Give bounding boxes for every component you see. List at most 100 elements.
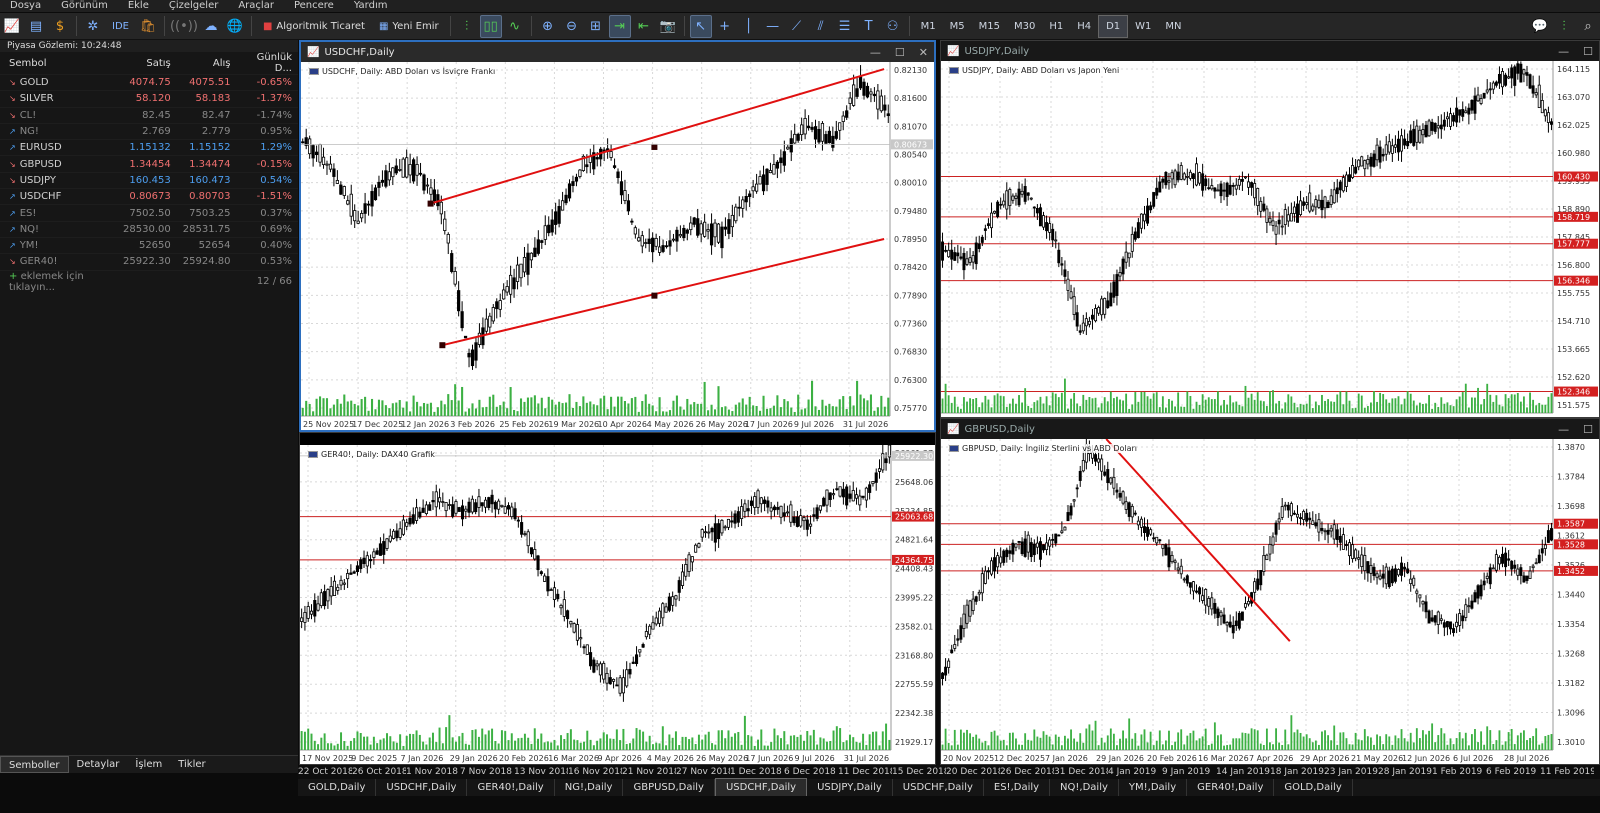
ide-button[interactable]: IDE [106, 15, 135, 38]
maximize-icon[interactable]: ☐ [1583, 44, 1593, 58]
maximize-icon[interactable]: ☐ [894, 45, 905, 59]
window-titlebar-gbpusd[interactable]: 📈 GBPUSD,Daily — ☐ [941, 419, 1599, 439]
market-watch-row-nq[interactable]: ↗ NQ! 28530.00 28531.75 0.69% [0, 220, 298, 238]
notifications-icon[interactable]: 💬 [1531, 18, 1549, 34]
market-watch-row-silver[interactable]: ↘ SILVER 58.120 58.183 -1.37% [0, 90, 298, 108]
timeframe-mn[interactable]: MN [1165, 20, 1182, 32]
market-watch-row-ger40[interactable]: ↘ GER40! 25922.30 25924.80 0.53% [0, 253, 298, 271]
vertical-line-icon[interactable]: │ [744, 18, 753, 34]
window-tab[interactable]: USDJPY,Daily [807, 779, 893, 796]
market-watch-row-gold[interactable]: ↘ GOLD 4074.75 4075.51 -0.65% [0, 73, 298, 91]
window-tab[interactable]: USDCHF,Daily [893, 779, 984, 796]
timeframe-m1[interactable]: M1 [920, 20, 936, 32]
new-order-button[interactable]: ▦ Yeni Emir [373, 15, 445, 38]
window-tab[interactable]: NQ!,Daily [1050, 779, 1119, 796]
text-icon[interactable]: T [864, 18, 873, 34]
zoom-in-icon[interactable]: ⊕ [542, 18, 554, 34]
line-chart-icon[interactable]: ∿ [509, 18, 521, 34]
window-tab[interactable]: GOLD,Daily [1274, 779, 1353, 796]
timeframe-h4[interactable]: H4 [1077, 20, 1092, 32]
chart-area-gbpusd[interactable]: 1.3870 1.3784 1.3698 1.3612 1.3526 1.3440 1.33… [941, 439, 1599, 764]
tab-ticks[interactable]: Tikler [178, 759, 206, 770]
timeframe-m30[interactable]: M30 [1013, 20, 1036, 32]
chart-area-usdjpy[interactable]: 164.115163.070162.025160.980159.935158.8… [941, 61, 1599, 417]
chart-window-usdjpy[interactable]: 📈 USDJPY,Daily — ☐ 164.115 163.070 162.025 1… [940, 40, 1600, 418]
shapes-icon[interactable]: ⚇ [886, 18, 899, 34]
window-titlebar-usdjpy[interactable]: 📈 USDJPY,Daily — ☐ [941, 41, 1599, 61]
menu-dosya[interactable]: Dosya [10, 0, 42, 11]
market-watch-row-usdjpy[interactable]: ↘ USDJPY 160.453 160.473 0.54% [0, 171, 298, 189]
dollar-icon[interactable]: $ [55, 18, 65, 34]
menu-pencere[interactable]: Pencere [293, 0, 334, 11]
maximize-icon[interactable]: ☐ [1583, 422, 1593, 436]
window-tab[interactable]: USDCHF,Daily [376, 779, 468, 796]
window-tab[interactable]: GOLD,Daily [298, 779, 377, 796]
chart-area-ger40[interactable]: 26061.2725648.0625234.8524821.6424408.43… [300, 445, 935, 764]
menu-araclar[interactable]: Araçlar [238, 0, 274, 11]
chart-shift-icon[interactable]: ⇤ [638, 18, 650, 34]
auto-scroll-icon[interactable]: ⇥ [608, 14, 631, 38]
market-icon[interactable]: 🛍 [139, 18, 157, 34]
window-tab[interactable]: ES!,Daily [984, 779, 1051, 796]
tab-symbols[interactable]: Semboller [0, 756, 69, 773]
signal-icon[interactable]: ((•)) [169, 18, 198, 34]
chart-window-usdchf[interactable]: 📈 USDCHF,Daily — ☐ ✕ 0.82130 0.81600 0.81070… [299, 40, 936, 432]
window-tab[interactable]: GBPUSD,Daily [623, 779, 715, 796]
header-change[interactable]: Günlük D... [256, 52, 292, 74]
cursor-icon[interactable]: ↖ [689, 14, 712, 38]
window-tab[interactable]: NG!,Daily [555, 779, 624, 796]
minimize-icon[interactable]: — [1558, 422, 1570, 436]
menu-cizelgeler[interactable]: Çizelgeler [168, 0, 219, 11]
strategy-icon[interactable]: ✲ [87, 18, 99, 34]
zoom-out-icon[interactable]: ⊖ [566, 18, 578, 34]
market-watch-row-gbpusd[interactable]: ↘ GBPUSD 1.34454 1.34474 -0.15% [0, 155, 298, 173]
menu-gorunum[interactable]: Görünüm [61, 0, 108, 11]
close-icon[interactable]: ✕ [918, 45, 928, 59]
crosshair-icon[interactable]: + [719, 18, 731, 34]
connection-icon[interactable]: ⫶ [1562, 18, 1566, 34]
market-watch-row-es[interactable]: ↗ ES! 7502.50 7503.25 0.37% [0, 204, 298, 222]
window-tab[interactable]: USDCHF,Daily [714, 778, 808, 797]
bar-chart-icon[interactable]: ⫶ [464, 18, 469, 34]
window-tab[interactable]: GER40!,Daily [1187, 779, 1275, 796]
header-ask[interactable]: Alış [212, 57, 231, 69]
grid-icon[interactable]: ⊞ [590, 18, 602, 34]
globe-icon[interactable]: 🌐 [226, 18, 244, 34]
market-watch-row-ng[interactable]: ↗ NG! 2.769 2.779 0.95% [0, 122, 298, 140]
minimize-icon[interactable]: — [1558, 44, 1570, 58]
market-watch-row-cl[interactable]: ↘ CL! 82.45 82.47 -1.74% [0, 106, 298, 124]
add-symbol-row[interactable]: + eklemek için tıklayın... 12 / 66 [0, 269, 298, 293]
tab-trading[interactable]: İşlem [135, 759, 163, 770]
market-watch-row-ym[interactable]: ↗ YM! 52650 52654 0.40% [0, 236, 298, 254]
timeframe-m5[interactable]: M5 [949, 20, 965, 32]
menu-yardim[interactable]: Yardım [353, 0, 388, 11]
market-watch-row-eurusd[interactable]: ↗ EURUSD 1.15132 1.15152 1.29% [0, 139, 298, 156]
timeframe-d1[interactable]: D1 [1098, 14, 1129, 38]
tab-details[interactable]: Detaylar [76, 759, 120, 770]
chart-window-gbpusd[interactable]: 📈 GBPUSD,Daily — ☐ 1.3870 1.3784 1.3698 1.36… [940, 418, 1600, 765]
search-icon[interactable]: ⌕ [1584, 18, 1592, 34]
screenshot-icon[interactable]: 📷 [659, 18, 676, 34]
window-tab[interactable]: GER40!,Daily [467, 779, 555, 796]
horizontal-line-icon[interactable]: — [766, 18, 780, 34]
trendline-icon[interactable]: ⟋ [792, 18, 802, 34]
fibonacci-icon[interactable]: ☰ [838, 18, 851, 34]
timeframe-w1[interactable]: W1 [1135, 20, 1152, 32]
cloud-icon[interactable]: ☁ [204, 18, 218, 34]
window-tab[interactable]: YM!,Daily [1119, 779, 1188, 796]
chart-window-ger40[interactable]: 26061.2725648.0625234.8524821.6424408.43… [299, 432, 936, 765]
market-watch-row-usdchf[interactable]: ↗ USDCHF 0.80673 0.80703 -1.51% [0, 188, 298, 205]
minimize-icon[interactable]: — [869, 45, 881, 59]
window-titlebar-usdchf[interactable]: 📈 USDCHF,Daily — ☐ ✕ [301, 42, 934, 62]
header-symbol[interactable]: Sembol [9, 57, 47, 69]
channel-icon[interactable]: ⫽ [817, 18, 824, 34]
chart-type-icon[interactable]: 📈 [3, 18, 21, 34]
algo-trading-button[interactable]: ■ Algoritmik Ticaret [257, 15, 371, 38]
timeframe-h1[interactable]: H1 [1049, 20, 1064, 32]
profiles-icon[interactable]: ▤ [29, 18, 43, 34]
menu-ekle[interactable]: Ekle [127, 0, 149, 11]
chart-area-usdchf[interactable]: 0.82130 0.81600 0.81070 0.80540 0.80010 0.794… [301, 62, 934, 430]
header-bid[interactable]: Satış [146, 57, 171, 69]
candle-chart-icon[interactable]: ▯▯ [479, 14, 502, 38]
timeframe-m15[interactable]: M15 [978, 20, 1000, 32]
